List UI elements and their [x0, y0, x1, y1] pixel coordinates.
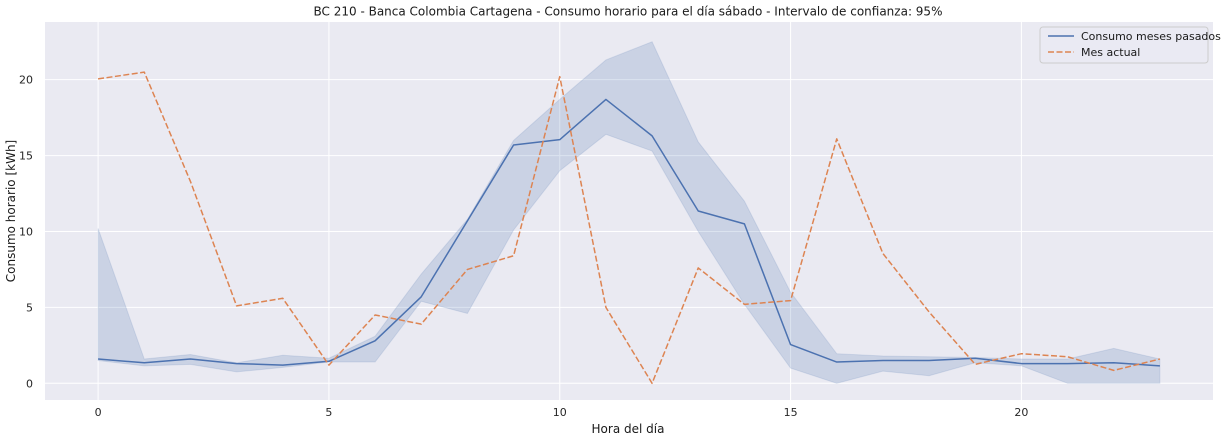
y-tick-label: 5: [26, 301, 33, 314]
ci-band-series-1: [97, 41, 1161, 384]
x-tick-label: 20: [1014, 406, 1028, 419]
x-axis-label: Hora del día: [592, 422, 665, 436]
series-lines: [97, 71, 1161, 385]
confidence-interval-bands: [97, 41, 1161, 384]
y-axis-label: Consumo horario [kWh]: [4, 140, 18, 282]
y-tick-label: 0: [26, 377, 33, 390]
y-tick-label: 10: [19, 225, 33, 238]
x-tick-label: 10: [553, 406, 567, 419]
y-tick-label: 15: [19, 150, 33, 163]
legend: Consumo meses pasados Mes actual: [1039, 26, 1221, 64]
chart-title: BC 210 - Banca Colombia Cartagena - Cons…: [314, 5, 943, 19]
legend-box: [1039, 26, 1209, 64]
x-tick-label: 5: [325, 406, 332, 419]
grid-lines: [45, 22, 1213, 400]
series-line-2: [97, 71, 1161, 385]
y-tick-label: 20: [19, 74, 33, 87]
legend-label-series-1: Consumo meses pasados: [1081, 30, 1221, 43]
series-line-1: [98, 98, 1160, 367]
plot-area: [45, 22, 1213, 400]
y-axis-ticks: 0 5 10 15 20: [19, 74, 33, 391]
x-tick-label: 15: [784, 406, 798, 419]
x-axis-ticks: 0 5 10 15 20: [95, 406, 1029, 419]
x-tick-label: 0: [95, 406, 102, 419]
legend-label-series-2: Mes actual: [1081, 46, 1140, 59]
